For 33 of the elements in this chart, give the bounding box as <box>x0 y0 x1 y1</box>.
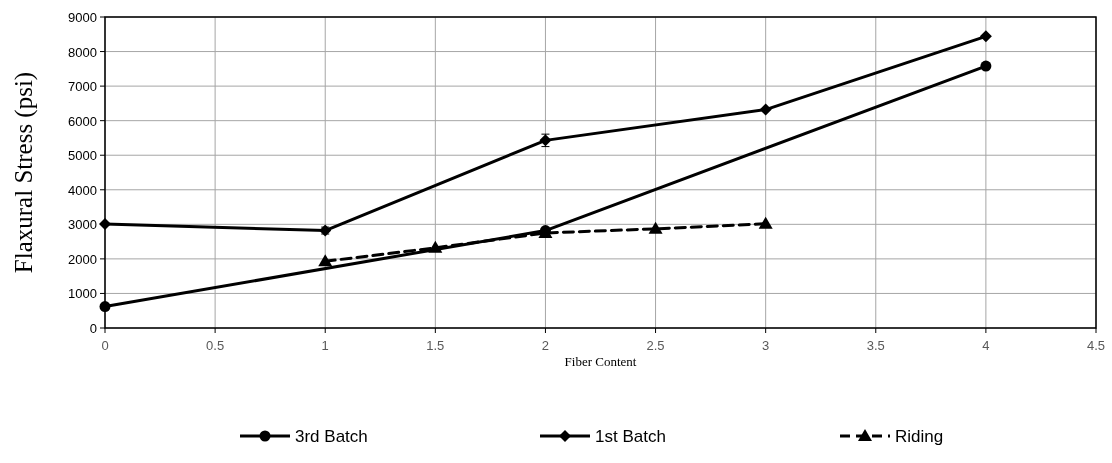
x-tick-label: 0 <box>101 338 109 353</box>
y-tick-label: 2000 <box>68 251 97 267</box>
y-tick-label: 4000 <box>68 182 97 198</box>
y-tick-label: 9000 <box>68 10 97 25</box>
point <box>318 254 333 267</box>
y-axis-title: Flaxural Stress (psi) <box>10 71 38 274</box>
x-tick-label: 3.5 <box>866 338 885 353</box>
y-tick-label: 3000 <box>68 217 97 233</box>
x-tick-label: 1 <box>321 338 329 353</box>
point <box>979 30 992 43</box>
legend-label: Riding <box>895 427 944 446</box>
point <box>99 217 111 230</box>
point <box>99 301 111 313</box>
x-tick-label: 4 <box>982 338 990 353</box>
y-tick-label: 7000 <box>68 79 97 95</box>
point <box>648 221 663 234</box>
point <box>759 103 772 116</box>
y-tick-label: 8000 <box>68 44 97 60</box>
point <box>758 216 773 229</box>
y-tick-label: 1000 <box>68 286 97 302</box>
y-tick-label: 6000 <box>68 113 97 129</box>
legend-label: 3rd Batch <box>295 427 368 446</box>
x-tick-label: 1.5 <box>426 338 445 353</box>
x-tick-label: 4.5 <box>1086 338 1106 353</box>
x-tick-label: 2 <box>541 338 550 353</box>
x-tick-label: 3 <box>762 338 770 353</box>
legend-label: 1st Batch <box>595 427 666 446</box>
y-tick-label: 5000 <box>68 148 97 164</box>
point <box>980 60 992 72</box>
x-axis-title: Fiber Content <box>564 354 637 369</box>
x-tick-label: 2.5 <box>646 338 665 353</box>
x-tick-label: 0.5 <box>206 338 225 353</box>
y-tick-label: 0 <box>89 321 97 336</box>
